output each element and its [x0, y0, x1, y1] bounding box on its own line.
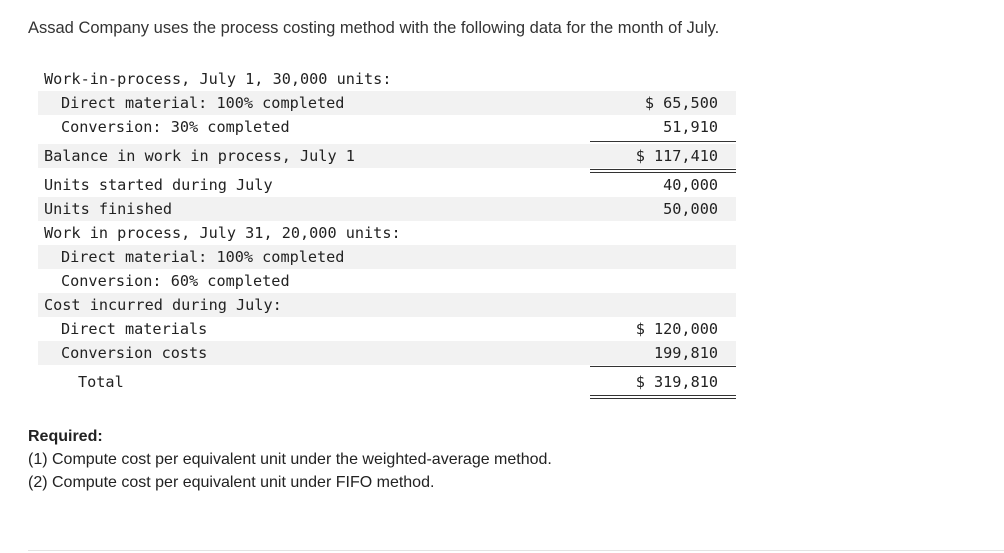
table-row: Balance in work in process, July 1 $ 117…	[38, 144, 736, 168]
table-row: Units finished 50,000	[38, 197, 736, 221]
row-label: Work-in-process, July 1, 30,000 units:	[44, 70, 392, 88]
row-value: 40,000	[663, 176, 718, 194]
table-row: Conversion: 60% completed	[38, 269, 736, 293]
row-label: Conversion costs	[61, 344, 208, 362]
required-section: Required: (1) Compute cost per equivalen…	[28, 425, 552, 494]
table-row: Units started during July 40,000	[38, 173, 736, 197]
row-value: $ 117,410	[635, 147, 718, 165]
row-label: Units finished	[44, 200, 173, 218]
row-value: 199,810	[653, 344, 718, 362]
required-heading: Required:	[28, 428, 103, 445]
total-double-rule	[590, 169, 736, 173]
subtotal-rule	[590, 141, 736, 142]
row-label: Units started during July	[44, 176, 273, 194]
total-double-rule	[590, 395, 736, 399]
table-row: Direct material: 100% completed	[38, 245, 736, 269]
row-label: Direct material: 100% completed	[61, 248, 345, 266]
row-label: Balance in work in process, July 1	[44, 147, 355, 165]
row-label: Conversion: 60% completed	[61, 272, 290, 290]
problem-intro: Assad Company uses the process costing m…	[28, 19, 720, 37]
divider	[28, 550, 1004, 551]
table-row: Conversion costs 199,810	[38, 341, 736, 365]
row-label: Total	[78, 373, 124, 391]
row-label: Cost incurred during July:	[44, 296, 282, 314]
row-value: $ 319,810	[635, 373, 718, 391]
row-value: 51,910	[663, 118, 718, 136]
row-value: $ 120,000	[635, 320, 718, 338]
table-row: Conversion: 30% completed 51,910	[38, 115, 736, 139]
row-label: Conversion: 30% completed	[61, 118, 290, 136]
table-row: Cost incurred during July:	[38, 293, 736, 317]
row-value: $ 65,500	[644, 94, 718, 112]
subtotal-rule	[590, 366, 736, 367]
table-row: Direct materials $ 120,000	[38, 317, 736, 341]
row-value: 50,000	[663, 200, 718, 218]
table-row: Direct material: 100% completed $ 65,500	[38, 91, 736, 115]
required-item: (1) Compute cost per equivalent unit und…	[28, 451, 552, 468]
table-row: Work in process, July 31, 20,000 units:	[38, 221, 736, 245]
row-label: Direct material: 100% completed	[61, 94, 345, 112]
table-row: Total $ 319,810	[38, 370, 736, 394]
row-label: Direct materials	[61, 320, 208, 338]
required-item: (2) Compute cost per equivalent unit und…	[28, 474, 435, 491]
row-label: Work in process, July 31, 20,000 units:	[44, 224, 401, 242]
table-row: Work-in-process, July 1, 30,000 units:	[38, 67, 736, 91]
